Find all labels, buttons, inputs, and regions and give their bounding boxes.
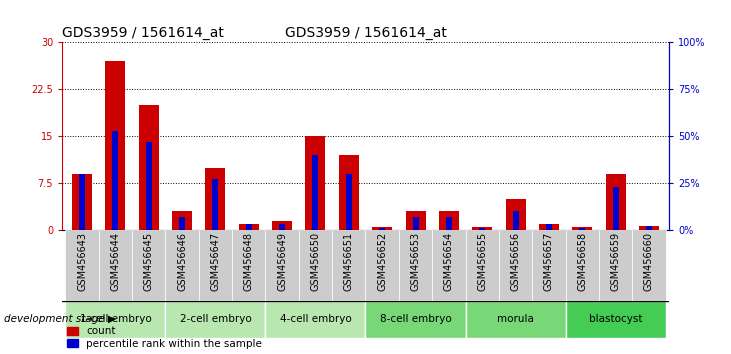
Bar [205, 167, 225, 230]
Bar [466, 301, 566, 338]
Bar [232, 230, 265, 301]
Text: GSM456649: GSM456649 [277, 232, 287, 291]
Bar [439, 211, 459, 230]
Bar [246, 224, 251, 230]
Text: development stage ▶: development stage ▶ [4, 314, 115, 325]
Text: GSM456658: GSM456658 [577, 232, 587, 291]
Text: blastocyst: blastocyst [588, 314, 643, 325]
Text: GSM456646: GSM456646 [177, 232, 187, 291]
Text: GSM456647: GSM456647 [211, 232, 221, 291]
Bar [532, 230, 566, 301]
Bar [379, 228, 385, 230]
Bar [599, 230, 632, 301]
Bar [172, 211, 192, 230]
Bar [213, 179, 219, 230]
Text: 8-cell embryo: 8-cell embryo [379, 314, 451, 325]
Bar [366, 301, 466, 338]
Text: GSM456660: GSM456660 [644, 232, 654, 291]
Bar [165, 301, 265, 338]
Text: GSM456659: GSM456659 [610, 232, 621, 291]
Bar [139, 105, 159, 230]
Text: GSM456652: GSM456652 [377, 232, 387, 291]
Text: GSM456656: GSM456656 [510, 232, 520, 291]
Bar [265, 301, 366, 338]
Bar [306, 136, 325, 230]
Text: 4-cell embryo: 4-cell embryo [280, 314, 352, 325]
Bar [113, 131, 118, 230]
Bar [145, 142, 152, 230]
Bar [272, 221, 292, 230]
Text: morula: morula [497, 314, 534, 325]
Text: GSM456651: GSM456651 [344, 232, 354, 291]
Bar [432, 230, 466, 301]
Bar [605, 174, 626, 230]
Text: GSM456644: GSM456644 [110, 232, 121, 291]
Bar [66, 230, 99, 301]
Bar [105, 61, 126, 230]
Bar [366, 230, 399, 301]
Bar [499, 230, 532, 301]
Title: GDS3959 / 1561614_at: GDS3959 / 1561614_at [284, 26, 447, 40]
Bar [466, 230, 499, 301]
Bar [346, 174, 352, 230]
Bar [339, 155, 359, 230]
Bar [299, 230, 332, 301]
Bar [646, 226, 652, 230]
Bar [399, 230, 432, 301]
Text: GSM456654: GSM456654 [444, 232, 454, 291]
Bar [372, 227, 392, 230]
Bar [512, 211, 518, 230]
Bar [566, 230, 599, 301]
Bar [312, 155, 319, 230]
Bar [239, 224, 259, 230]
Bar [332, 230, 366, 301]
Text: GSM456645: GSM456645 [144, 232, 154, 291]
Bar [165, 230, 199, 301]
Text: GSM456643: GSM456643 [77, 232, 87, 291]
Bar [539, 224, 559, 230]
Bar [632, 230, 665, 301]
Bar [72, 174, 92, 230]
Text: GSM456648: GSM456648 [244, 232, 254, 291]
Bar [579, 228, 586, 230]
Bar [265, 230, 299, 301]
Bar [279, 224, 285, 230]
Text: GSM456657: GSM456657 [544, 232, 554, 291]
Legend: count, percentile rank within the sample: count, percentile rank within the sample [67, 326, 262, 349]
Text: 2-cell embryo: 2-cell embryo [180, 314, 251, 325]
Bar [406, 211, 425, 230]
Bar [66, 301, 165, 338]
Bar [506, 199, 526, 230]
Text: GDS3959 / 1561614_at: GDS3959 / 1561614_at [62, 26, 224, 40]
Bar [572, 227, 592, 230]
Text: GSM456650: GSM456650 [311, 232, 320, 291]
Bar [446, 217, 452, 230]
Bar [199, 230, 232, 301]
Bar [472, 227, 492, 230]
Bar [566, 301, 665, 338]
Bar [639, 226, 659, 230]
Bar [480, 228, 485, 230]
Bar [79, 174, 85, 230]
Bar [179, 217, 185, 230]
Bar [412, 217, 419, 230]
Text: GSM456653: GSM456653 [411, 232, 420, 291]
Text: 1-cell embryo: 1-cell embryo [80, 314, 151, 325]
Text: GSM456655: GSM456655 [477, 232, 487, 291]
Bar [132, 230, 165, 301]
Bar [546, 224, 552, 230]
Bar [613, 187, 618, 230]
Bar [99, 230, 132, 301]
